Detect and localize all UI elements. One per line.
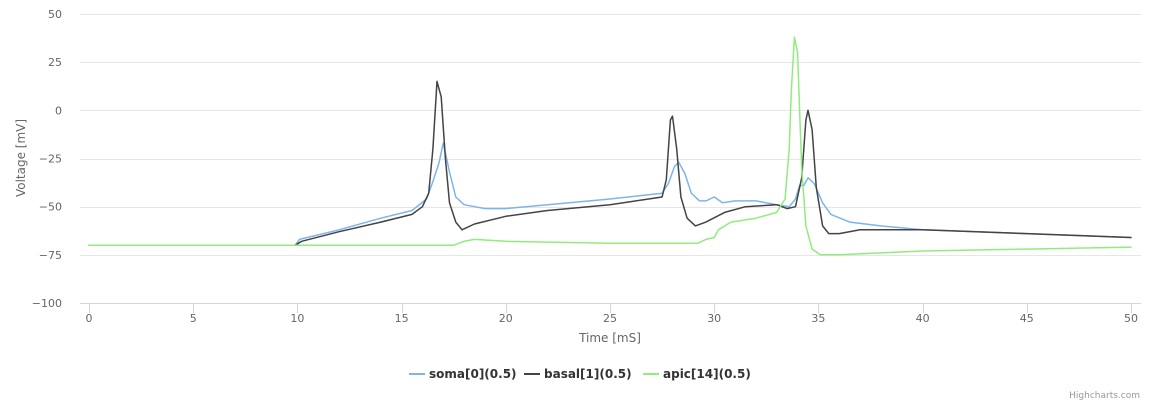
x-tick-label: 15: [395, 312, 409, 325]
y-axis-title: Voltage [mV]: [14, 119, 28, 197]
legend-item[interactable]: soma[0](0.5): [409, 367, 517, 381]
x-tick-label: 25: [603, 312, 617, 325]
legend-item[interactable]: apic[14](0.5): [643, 367, 751, 381]
x-tick-label: 5: [190, 312, 197, 325]
y-tick-label: 25: [48, 56, 62, 69]
series-line-1[interactable]: [88, 80, 1132, 246]
x-tick-label: 50: [1124, 312, 1138, 325]
credits-link[interactable]: Highcharts.com: [1069, 391, 1140, 401]
legend: soma[0](0.5) basal[1](0.5) apic[14](0.5): [409, 367, 751, 381]
legend-label: soma[0](0.5): [429, 367, 517, 381]
y-tick-label: −50: [39, 201, 62, 214]
legend-label: apic[14](0.5): [663, 367, 751, 381]
x-tick-label: 20: [499, 312, 513, 325]
y-axis: −100 −75 −50 −25 0 25 50: [32, 8, 62, 310]
x-axis-title: Time [mS]: [578, 331, 641, 345]
x-tick-label: 0: [86, 312, 93, 325]
x-tick-label: 10: [290, 312, 304, 325]
legend-item[interactable]: basal[1](0.5): [524, 367, 632, 381]
y-tick-label: −25: [39, 153, 62, 166]
y-tick-label: −75: [39, 249, 62, 262]
x-axis: 0 5 10 15 20 25 30 35 40 45 50: [80, 303, 1141, 325]
series-line-2[interactable]: [88, 36, 1132, 256]
x-tick-label: 45: [1020, 312, 1034, 325]
y-tick-label: −100: [32, 297, 62, 310]
legend-label: basal[1](0.5): [544, 367, 632, 381]
x-tick-label: 35: [811, 312, 825, 325]
y-tick-label: 50: [48, 8, 62, 21]
x-tick-label: 40: [916, 312, 930, 325]
grid-lines: [80, 14, 1141, 304]
series-line-0[interactable]: [88, 142, 1132, 246]
series-lines: [88, 36, 1132, 256]
x-tick-label: 30: [707, 312, 721, 325]
y-tick-label: 0: [55, 104, 62, 117]
